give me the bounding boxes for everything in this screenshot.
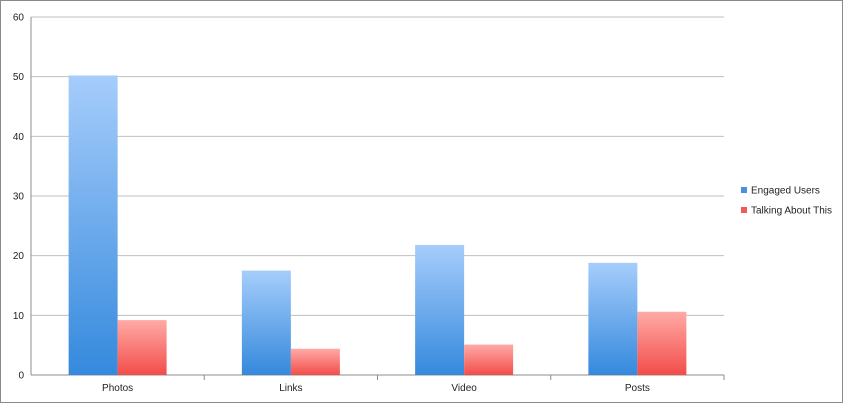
- x-tick-label: Video: [451, 383, 477, 394]
- bars: [68, 75, 687, 376]
- bar-talking-about-this-photos: [117, 320, 167, 375]
- bar-engaged-users-video: [415, 244, 465, 375]
- x-tick-label: Photos: [102, 383, 133, 394]
- bar-talking-about-this-posts: [637, 311, 687, 375]
- bar-engaged-users-posts: [588, 262, 638, 375]
- y-tick-label: 0: [18, 371, 24, 382]
- legend-swatch: [741, 187, 747, 193]
- tick-labels: 0 10 20 30 40 50 60 Photos Links Video Posts: [13, 13, 650, 395]
- y-tick-label: 50: [13, 72, 25, 83]
- legend-label: Talking About This: [751, 206, 832, 217]
- x-tick-label: Links: [279, 383, 302, 394]
- legend: Engaged Users Talking About This: [741, 186, 832, 217]
- bar-talking-about-this-links: [290, 348, 340, 375]
- legend-swatch: [741, 207, 747, 213]
- y-tick-label: 40: [13, 132, 25, 143]
- y-tick-label: 30: [13, 192, 25, 203]
- y-tick-label: 20: [13, 251, 25, 262]
- bar-engaged-users-links: [241, 270, 291, 375]
- bar-talking-about-this-video: [464, 344, 514, 375]
- y-tick-label: 10: [13, 311, 25, 322]
- bar-engaged-users-photos: [68, 75, 118, 376]
- y-tick-label: 60: [13, 13, 25, 24]
- x-tick-label: Posts: [625, 383, 650, 394]
- legend-label: Engaged Users: [751, 186, 820, 197]
